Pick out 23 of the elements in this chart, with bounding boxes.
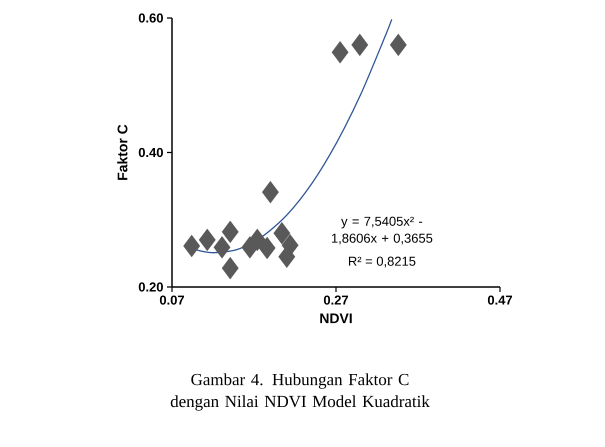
annotation: R² = 0,8215 (348, 256, 416, 268)
y-tick-label: 0.60 (138, 13, 163, 23)
y-tick-label: 0.40 (138, 148, 163, 158)
point (222, 256, 239, 280)
x-tick-label: 0.47 (488, 296, 512, 305)
y-axis-title: Faktor C (117, 124, 128, 180)
point (241, 236, 258, 259)
y-tick-label: 0.20 (138, 282, 163, 292)
point (198, 228, 216, 252)
point (258, 236, 276, 260)
point (222, 220, 239, 244)
point (273, 222, 290, 244)
point (262, 180, 279, 204)
annotation: y = 7,5405x² - 1,8606x + 0,3655 (332, 216, 432, 244)
point (332, 41, 349, 64)
x-axis-title: NDVI (320, 314, 352, 324)
point (390, 34, 407, 56)
point (214, 236, 230, 259)
point (183, 234, 200, 258)
text: Gambar 4. Hubungan Faktor C dengan Nilai NDVI Model Kuadratik (170, 373, 430, 411)
x-tick-label: 0.27 (324, 296, 348, 305)
x-tick-label: 0.07 (160, 296, 184, 305)
point (351, 34, 368, 56)
